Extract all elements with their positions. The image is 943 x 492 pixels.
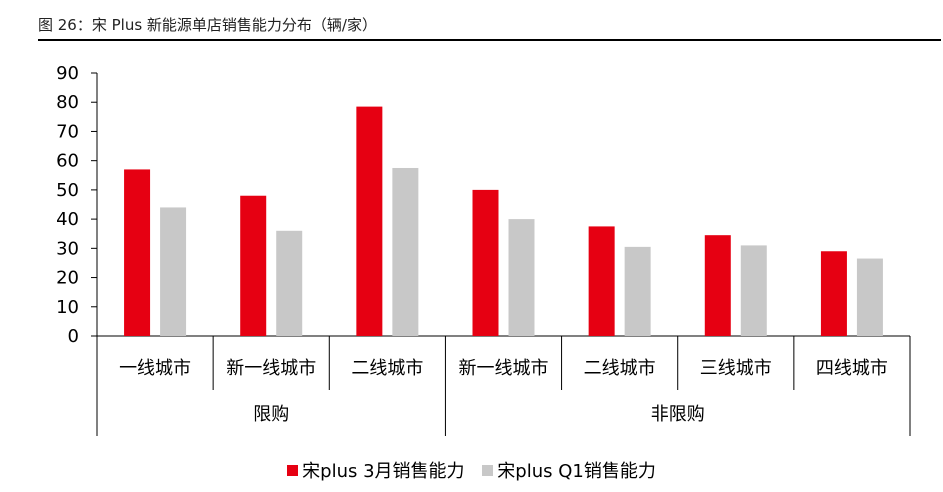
y-tick-label-5: 50 [56,180,79,201]
group-label-1: 限购 [253,404,289,425]
y-tick-label-8: 80 [56,92,79,113]
category-label-3: 二线城市 [351,358,423,379]
legend-label-series-1: 宋plus 3月销售能力 [302,461,465,482]
bar-series-2-cat-1 [160,207,187,336]
y-tick-label-9: 90 [56,63,79,84]
bar-chart: 0 10 20 30 40 50 60 70 80 90 一线城市 新一线城市 二线城市 新一线城市 二线城… [56,63,911,436]
category-label-7: 四线城市 [816,358,888,379]
bar-series-2-cat-2 [276,230,303,336]
category-label-6: 三线城市 [700,358,772,379]
bar-series-2-cat-7 [856,258,883,336]
bar-series-1-cat-5 [588,226,615,336]
legend-item-series-2: 宋plus Q1销售能力 [482,457,656,483]
bar-series-2-cat-6 [740,245,767,336]
bar-series-1-cat-4 [472,189,499,336]
bar-series-2-cat-4 [508,219,535,336]
y-tick-label-3: 30 [56,238,79,259]
y-tick-label-1: 10 [56,297,79,318]
y-tick-label-7: 70 [56,121,79,142]
y-tick-label-6: 60 [56,151,79,172]
legend-swatch-series-2 [482,465,494,476]
category-label-5: 二线城市 [584,358,656,379]
category-label-2: 新一线城市 [226,358,316,379]
legend-item-series-1: 宋plus 3月销售能力 [287,457,465,483]
legend-swatch-series-1 [287,465,299,476]
title-rule [38,39,941,41]
group-label-2: 非限购 [651,404,705,425]
category-label-4: 新一线城市 [459,358,549,379]
bar-series-1-cat-3 [356,106,383,336]
y-tick-label-2: 20 [56,268,79,289]
bar-series-1-cat-7 [820,251,847,336]
bar-series-2-cat-5 [624,246,651,336]
figure-title: 图 26：宋 Plus 新能源单店销售能力分布（辆/家） [38,16,377,34]
bar-series-1-cat-1 [124,169,151,336]
legend-label-series-2: 宋plus Q1销售能力 [497,461,656,482]
bar-series-1-cat-6 [704,235,731,336]
bar-series-1-cat-2 [240,195,267,336]
bar-series-2-cat-3 [392,167,419,336]
legend: 宋plus 3月销售能力 宋plus Q1销售能力 [0,457,943,483]
y-tick-label-4: 40 [56,209,79,230]
category-label-1: 一线城市 [119,358,191,379]
y-tick-label-0: 0 [68,326,79,347]
